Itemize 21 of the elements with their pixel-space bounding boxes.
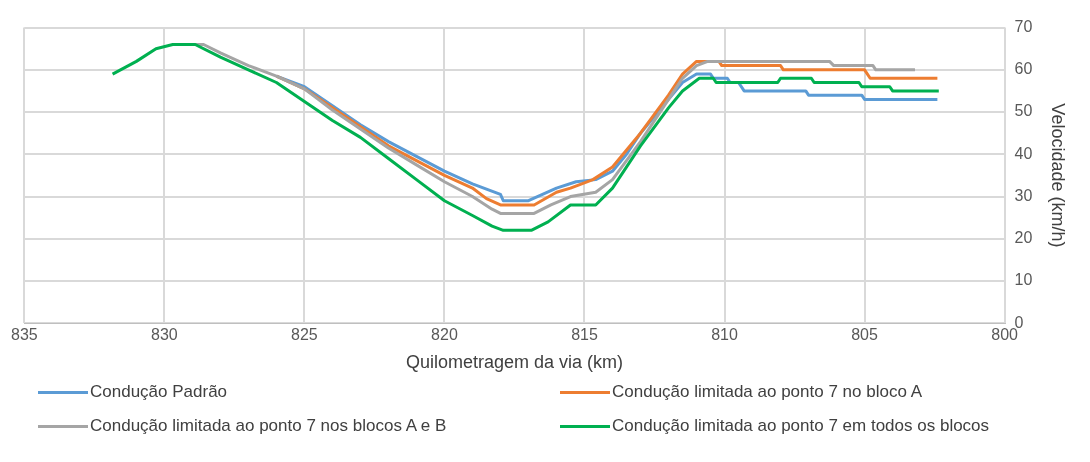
y-tick-label: 60	[1014, 60, 1033, 78]
x-tick-label: 810	[711, 326, 738, 344]
y-tick-label: 20	[1014, 229, 1033, 247]
x-tick-label: 815	[571, 326, 598, 344]
x-tick-label: 825	[291, 326, 318, 344]
y-tick-label: 50	[1014, 102, 1033, 120]
legend-label: Condução Padrão	[90, 382, 228, 402]
y-tick-label: 30	[1014, 186, 1033, 204]
x-axis-title: Quilometragem da via (km)	[405, 352, 624, 373]
x-tick-label: 830	[151, 326, 178, 344]
x-tick-label: 805	[851, 326, 879, 344]
y-tick-label: 10	[1014, 271, 1033, 289]
x-tick-label: 820	[431, 326, 458, 344]
legend-label: Condução limitada ao ponto 7 nos blocos A e B	[90, 416, 447, 436]
y-tick-label: 70	[1014, 18, 1033, 36]
y-tick-label: 40	[1014, 144, 1033, 162]
x-tick-label: 835	[11, 326, 38, 344]
y-axis-title: Velocidade (km/h)	[1048, 103, 1069, 248]
x-tick-label: 800	[991, 326, 1019, 344]
legend-label: Condução limitada ao ponto 7 em todos os blocos	[612, 416, 990, 436]
legend-label: Condução limitada ao ponto 7 no bloco A	[612, 382, 923, 402]
